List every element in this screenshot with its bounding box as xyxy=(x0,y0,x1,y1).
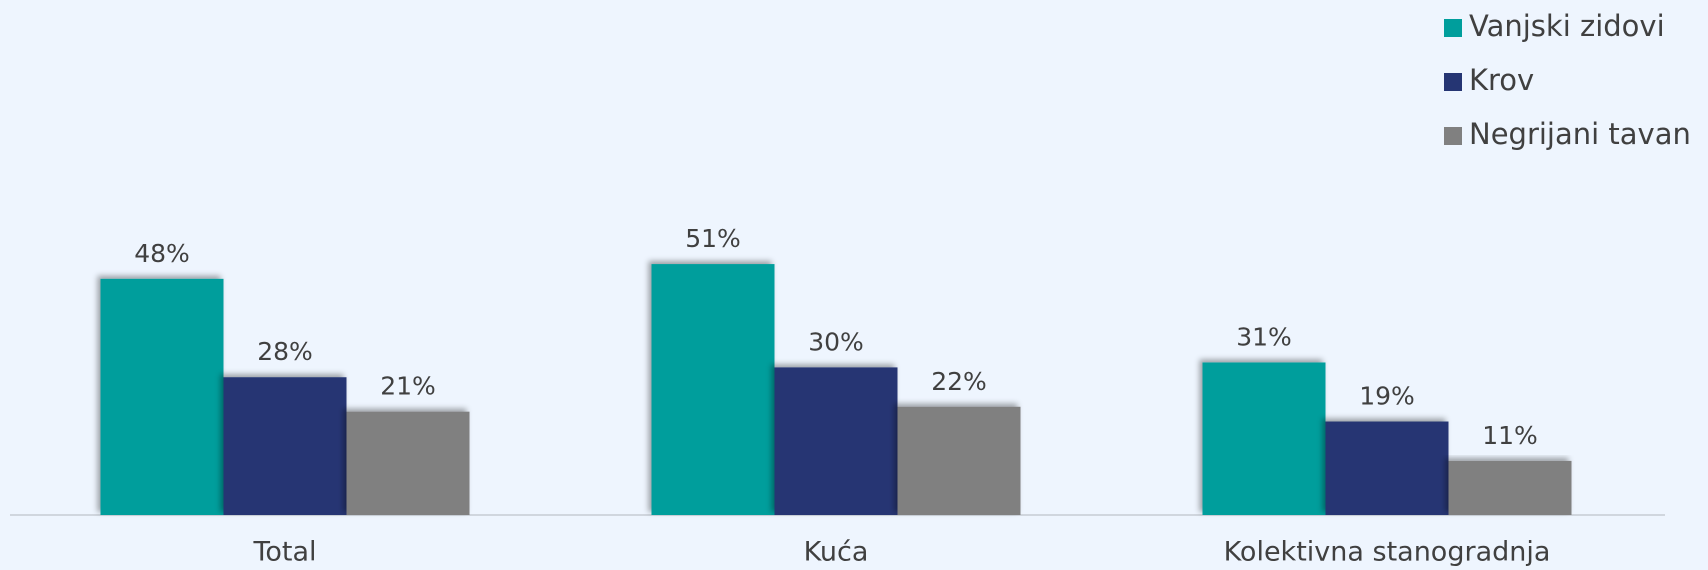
bar xyxy=(1202,362,1326,515)
bar xyxy=(223,377,347,515)
data-label: 30% xyxy=(808,327,864,356)
bar xyxy=(1448,460,1572,515)
data-label: 22% xyxy=(931,367,987,396)
data-label: 48% xyxy=(134,239,190,268)
x-tick-label: Kolektivna stanogradnja xyxy=(1224,537,1551,568)
x-tick-label: Total xyxy=(252,537,316,568)
legend-swatch xyxy=(1444,73,1462,91)
bar xyxy=(897,406,1021,515)
bar xyxy=(100,278,224,515)
data-label: 21% xyxy=(380,372,436,401)
data-label: 28% xyxy=(257,337,313,366)
data-label: 19% xyxy=(1359,382,1415,411)
bar xyxy=(651,264,775,515)
legend-label: Negrijani tavan xyxy=(1469,117,1691,151)
data-label: 31% xyxy=(1236,322,1292,351)
bar xyxy=(774,367,898,515)
data-label: 51% xyxy=(685,224,741,253)
legend-label: Krov xyxy=(1469,63,1534,97)
legend-swatch xyxy=(1444,127,1462,145)
legend-label: Vanjski zidovi xyxy=(1469,9,1665,43)
data-label: 11% xyxy=(1482,421,1538,450)
x-tick-label: Kuća xyxy=(804,537,869,568)
bar xyxy=(1325,421,1449,515)
bar xyxy=(346,411,470,515)
legend-swatch xyxy=(1444,19,1462,37)
